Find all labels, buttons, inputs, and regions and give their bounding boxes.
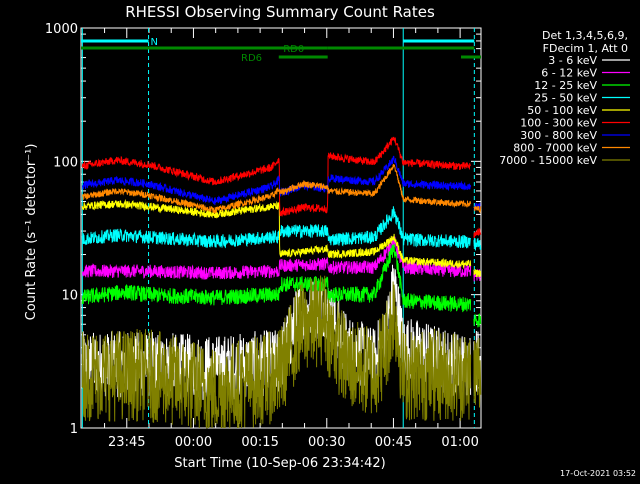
x-tick-label: 00:30 (308, 435, 345, 450)
legend-header: Det 1,3,4,5,6,9, (542, 29, 628, 42)
legend: Det 1,3,4,5,6,9,FDecim 1, Att 03 - 6 keV… (499, 29, 630, 167)
chart-title: RHESSI Observing Summary Count Rates (125, 3, 435, 21)
legend-entry-label: 3 - 6 keV (548, 54, 597, 67)
y-tick-label: 1000 (45, 22, 78, 37)
series-line (81, 155, 472, 206)
series-line (81, 206, 472, 249)
legend-entry-label: 800 - 7000 keV (513, 142, 597, 155)
flag-label: RD0 (283, 44, 304, 55)
legend-entry-label: 100 - 300 keV (520, 117, 597, 130)
series-line (473, 238, 482, 251)
series-line (473, 313, 482, 328)
legend-header: FDecim 1, Att 0 (543, 42, 628, 55)
legend-entry-label: 6 - 12 keV (541, 67, 597, 80)
x-tick-label: 00:15 (241, 435, 278, 450)
legend-entry-label: 7000 - 15000 keV (499, 154, 597, 167)
x-tick-label: 01:00 (441, 435, 478, 450)
flag-label: RD6 (241, 53, 262, 64)
x-axis-label: Start Time (10-Sep-06 23:34:42) (174, 456, 385, 471)
series-line (473, 227, 482, 238)
series-line (82, 163, 472, 214)
series-line (81, 275, 472, 429)
legend-entry-label: 25 - 50 keV (534, 92, 597, 105)
legend-entry-label: 300 - 800 keV (520, 129, 597, 142)
series-line (473, 205, 482, 214)
y-axis-label: Count Rate (s⁻¹ detector⁻¹) (24, 144, 39, 321)
y-tick-label: 1 (70, 422, 78, 437)
series-line (81, 244, 472, 313)
series-line (81, 198, 472, 270)
series-line (473, 337, 482, 408)
legend-entry-label: 50 - 100 keV (527, 104, 597, 117)
y-tick-label: 10 (61, 289, 78, 304)
flag-label: N (151, 37, 158, 48)
x-tick-label: 23:45 (108, 435, 145, 450)
x-tick-label: 00:00 (175, 435, 212, 450)
generation-timestamp: 17-Oct-2021 03:52 (560, 469, 636, 478)
series-line (473, 269, 481, 278)
plot-area: 1 10 100 1000 23:45 00:00 00:15 00:30 00:45 01:00… (45, 22, 482, 450)
series-line (81, 136, 471, 217)
y-tick-label: 100 (53, 155, 78, 170)
plot-frame (80, 27, 482, 429)
x-tick-label: 00:45 (375, 435, 412, 450)
legend-entry-label: 12 - 25 keV (534, 79, 597, 92)
